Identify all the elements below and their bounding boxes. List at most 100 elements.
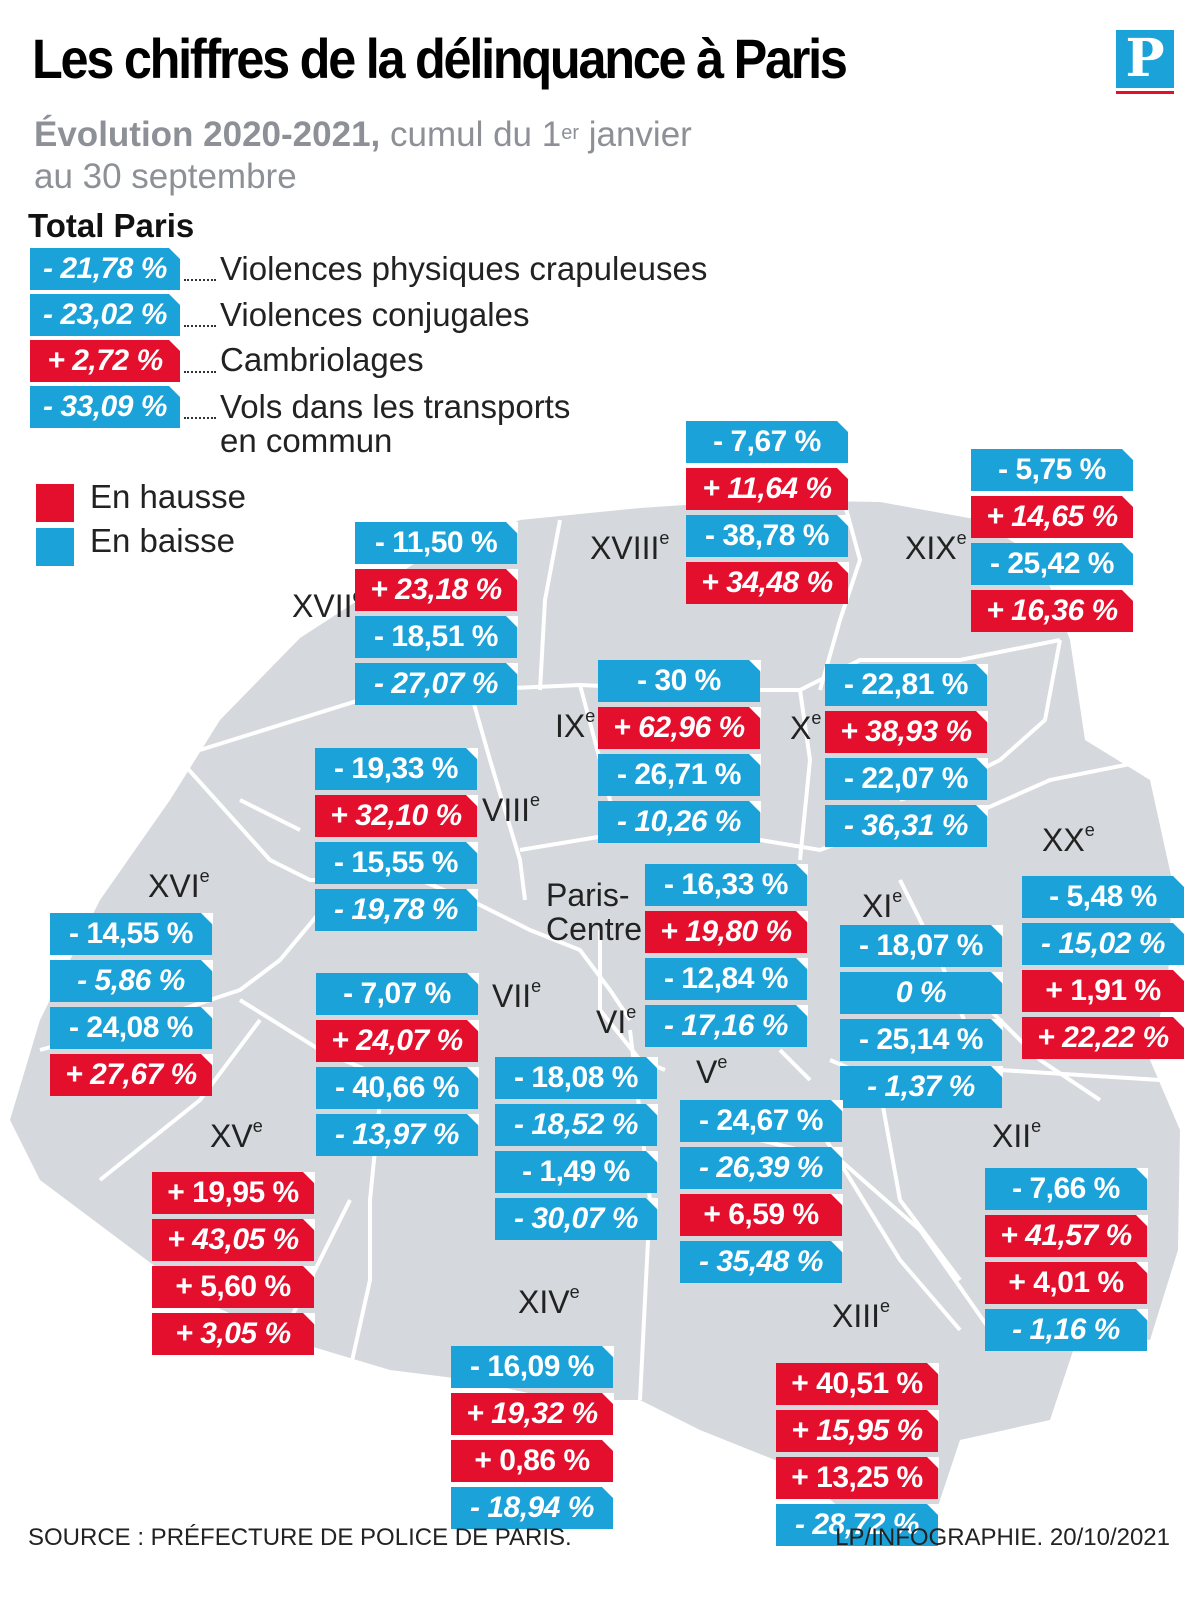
stat-xvi-cambriolages: - 24,08 % (50, 1007, 213, 1049)
arr-sup: e (956, 528, 967, 548)
label-xiii: XIIIe (832, 1296, 890, 1335)
arr-name-line2: Centre (546, 911, 643, 947)
stat-paris-centre-vols-transports: - 17,16 % (645, 1005, 808, 1047)
arr-name: IX (555, 708, 586, 744)
stat-xx-violences-physiques: - 5,48 % (1022, 876, 1185, 918)
subtitle-rest-a: cumul du 1 (380, 115, 562, 154)
leader-dots (184, 371, 216, 373)
arr-name: XVI (148, 868, 200, 904)
arr-name: XI (862, 888, 893, 924)
stat-xiii-vols-transports: - 28,72 % (776, 1504, 939, 1546)
le-parisien-logo: P (1116, 28, 1174, 94)
page-title: Les chiffres de la délinquance à Paris (32, 27, 848, 90)
total-value-violences-conjugales: - 23,02 % (30, 294, 181, 336)
stat-vii-violences-conjugales: + 24,07 % (316, 1020, 479, 1062)
stat-x-violences-conjugales: + 38,93 % (825, 711, 988, 753)
arr-name: XVIII (590, 530, 660, 566)
leader-dots (184, 279, 216, 281)
stat-xi-violences-physiques: - 18,07 % (840, 925, 1003, 967)
stat-v-vols-transports: - 35,48 % (680, 1241, 843, 1283)
label-viii: VIIIe (482, 790, 541, 829)
stat-xvii-cambriolages: - 18,51 % (355, 616, 518, 658)
arr-name: VII (492, 978, 532, 1014)
stat-paris-centre-violences-conjugales: + 19,80 % (645, 911, 808, 953)
total-label-violences-conjugales: Violences conjugales (220, 296, 530, 333)
stat-xviii-violences-physiques: - 7,67 % (686, 421, 849, 463)
stat-paris-centre-violences-physiques: - 16,33 % (645, 864, 808, 906)
arr-sup: e (1084, 820, 1095, 840)
arr-sup: e (569, 1282, 580, 1302)
stat-xv-violences-physiques: + 19,95 % (152, 1172, 315, 1214)
stat-xi-violences-conjugales: 0 % (840, 972, 1003, 1014)
total-value-cambriolages: + 2,72 % (30, 340, 181, 382)
arr-sup: e (199, 866, 210, 886)
label-xi: XIe (862, 886, 902, 925)
label-v: Ve (696, 1052, 727, 1091)
stat-x-vols-transports: - 36,31 % (825, 805, 988, 847)
arr-name: XII (992, 1118, 1032, 1154)
stat-viii-violences-conjugales: + 32,10 % (315, 795, 478, 837)
stat-xviii-vols-transports: + 34,48 % (686, 562, 849, 604)
stat-vii-violences-physiques: - 7,07 % (316, 973, 479, 1015)
stat-xvii-violences-conjugales: + 23,18 % (355, 569, 518, 611)
infographic-credit-date: LP/INFOGRAPHIE. 20/10/2021 (835, 1524, 1170, 1551)
stat-ix-vols-transports: - 10,26 % (598, 801, 761, 843)
total-paris-title: Total Paris (28, 207, 195, 244)
arr-sup: e (530, 790, 541, 810)
stat-xi-vols-transports: - 1,37 % (840, 1066, 1003, 1108)
stat-ix-violences-physiques: - 30 % (598, 660, 761, 702)
stat-v-cambriolages: + 6,59 % (680, 1194, 843, 1236)
label-xii: XIIe (992, 1116, 1042, 1155)
stat-xiv-vols-transports: - 18,94 % (451, 1487, 614, 1529)
stat-xviii-violences-conjugales: + 11,64 % (686, 468, 849, 510)
label-xvii: XVIIe (292, 586, 362, 625)
arr-name: X (790, 710, 812, 746)
leader-dots (184, 325, 216, 327)
source-credit: SOURCE : PRÉFECTURE DE POLICE DE PARIS. (28, 1524, 572, 1551)
arr-sup: e (531, 976, 542, 996)
stat-xvi-violences-physiques: - 14,55 % (50, 913, 213, 955)
label-vi: VIe (596, 1002, 636, 1041)
stat-xviii-cambriolages: - 38,78 % (686, 515, 849, 557)
subtitle: Évolution 2020-2021, cumul du 1er janvie… (34, 114, 692, 198)
stat-xix-vols-transports: + 16,36 % (971, 590, 1134, 632)
subtitle-line2: au 30 septembre (34, 157, 297, 196)
arr-name: VIII (482, 792, 531, 828)
arr-sup: e (811, 708, 822, 728)
stat-xiii-cambriolages: + 13,25 % (776, 1457, 939, 1499)
stat-xvi-violences-conjugales: - 5,86 % (50, 960, 213, 1002)
stat-xv-cambriolages: + 5,60 % (152, 1266, 315, 1308)
arr-name: XIV (518, 1284, 570, 1320)
stat-xx-cambriolages: + 1,91 % (1022, 970, 1185, 1012)
label-ix: IXe (555, 706, 596, 745)
label-x: Xe (790, 708, 822, 747)
stat-xiv-violences-physiques: - 16,09 % (451, 1346, 614, 1388)
arr-name: VI (596, 1004, 627, 1040)
arr-name: XIX (905, 530, 957, 566)
total-label-violences-physiques: Violences physiques crapuleuses (220, 250, 708, 287)
subtitle-sup: er (561, 122, 579, 144)
stat-xx-vols-transports: + 22,22 % (1022, 1017, 1185, 1059)
label-xv: XVe (210, 1116, 263, 1155)
arr-sup: e (1031, 1116, 1042, 1136)
stat-vi-violences-conjugales: - 18,52 % (495, 1104, 658, 1146)
logo-letter: P (1125, 28, 1165, 89)
stat-x-violences-physiques: - 22,81 % (825, 664, 988, 706)
label-xvi: XVIe (148, 866, 210, 905)
arr-sup: e (252, 1116, 263, 1136)
label-xviii: XVIIIe (590, 528, 670, 567)
total-label-vols-transports-line2: en commun (220, 422, 393, 459)
stat-xii-vols-transports: - 1,16 % (985, 1309, 1148, 1351)
stat-xii-violences-conjugales: + 41,57 % (985, 1215, 1148, 1257)
label-vii: VIIe (492, 976, 542, 1015)
stat-xix-violences-physiques: - 5,75 % (971, 449, 1134, 491)
arr-sup: e (659, 528, 670, 548)
stat-v-violences-physiques: - 24,67 % (680, 1100, 843, 1142)
stat-xii-violences-physiques: - 7,66 % (985, 1168, 1148, 1210)
stat-viii-vols-transports: - 19,78 % (315, 889, 478, 931)
arr-name: XIII (832, 1298, 881, 1334)
arr-sup: e (585, 706, 596, 726)
leader-dots (184, 417, 216, 419)
stat-xvii-violences-physiques: - 11,50 % (355, 522, 518, 564)
